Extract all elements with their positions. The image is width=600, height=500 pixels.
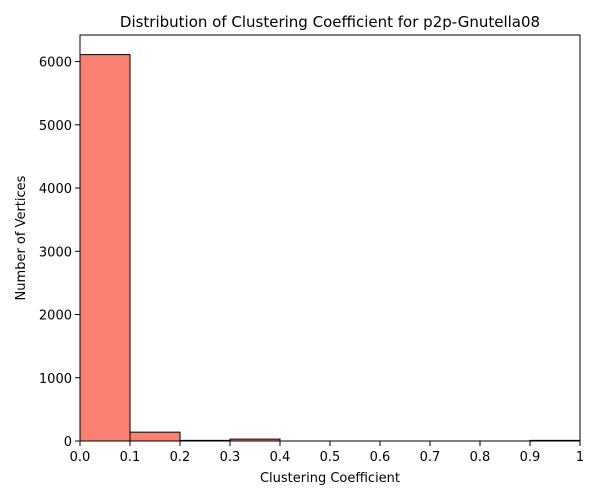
x-tick-label: 0.9 [520, 450, 541, 465]
y-tick-label: 2000 [39, 309, 72, 324]
x-axis: 0.0 0.1 0.2 0.3 0.4 0.5 0.6 0.7 0.8 0.9 1 [70, 441, 584, 465]
x-tick-label: 0.5 [320, 450, 341, 465]
y-axis: 0 1000 2000 3000 4000 5000 6000 [39, 56, 80, 450]
y-tick-label: 1000 [39, 372, 72, 387]
histogram-bar [79, 54, 131, 442]
plot-frame [79, 34, 581, 442]
x-tick-label: 0.6 [370, 450, 391, 465]
y-tick-label: 4000 [39, 182, 72, 197]
y-tick-label: 5000 [39, 119, 72, 134]
x-axis-title: Clustering Coefficient [260, 471, 400, 486]
x-tick-label: 0.8 [470, 450, 491, 465]
x-tick-label: 0.1 [120, 450, 141, 465]
x-tick-label: 1 [576, 450, 584, 465]
y-tick-label: 6000 [39, 56, 72, 71]
x-tick-label: 0.0 [70, 450, 91, 465]
histogram-bar [129, 431, 181, 442]
x-tick-label: 0.7 [420, 450, 441, 465]
x-tick-label: 0.4 [270, 450, 291, 465]
bars-group [79, 54, 581, 442]
chart-title: Distribution of Clustering Coefficient f… [120, 13, 540, 31]
y-axis-title: Number of Vertices [14, 175, 29, 300]
x-tick-label: 0.2 [170, 450, 191, 465]
y-tick-label: 0 [64, 435, 72, 450]
y-tick-label: 3000 [39, 245, 72, 260]
x-tick-label: 0.3 [220, 450, 241, 465]
